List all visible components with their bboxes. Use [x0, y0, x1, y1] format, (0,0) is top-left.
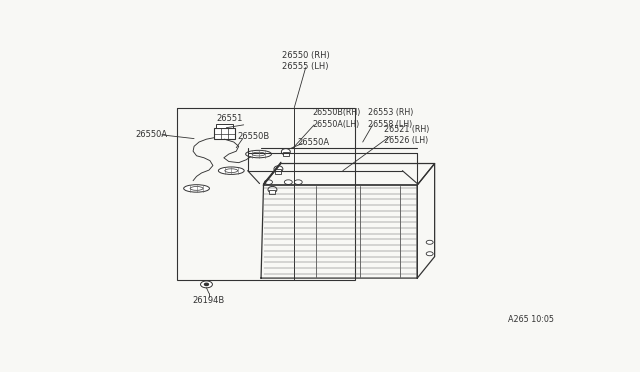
- Circle shape: [426, 252, 433, 256]
- Bar: [214, 128, 235, 139]
- Text: 26550A: 26550A: [136, 130, 168, 140]
- Ellipse shape: [190, 187, 203, 190]
- Text: 26553 (RH)
26558 (LH): 26553 (RH) 26558 (LH): [367, 109, 413, 129]
- Bar: [177, 108, 355, 279]
- Text: 26550A: 26550A: [297, 138, 330, 147]
- Ellipse shape: [274, 166, 283, 172]
- Ellipse shape: [218, 167, 244, 174]
- Ellipse shape: [282, 149, 291, 155]
- Text: 26550B: 26550B: [237, 132, 270, 141]
- Bar: [275, 169, 282, 173]
- Bar: [269, 190, 275, 194]
- Ellipse shape: [252, 152, 265, 156]
- Circle shape: [426, 240, 433, 244]
- Circle shape: [284, 180, 292, 185]
- Circle shape: [205, 283, 209, 286]
- Text: 26194B: 26194B: [193, 296, 225, 305]
- Circle shape: [264, 180, 273, 185]
- Ellipse shape: [225, 169, 237, 173]
- Bar: [216, 124, 233, 128]
- Text: 26521 (RH)
26526 (LH): 26521 (RH) 26526 (LH): [383, 125, 429, 145]
- Text: 26550B(RH)
26550A(LH): 26550B(RH) 26550A(LH): [312, 109, 360, 129]
- Ellipse shape: [246, 150, 271, 158]
- Bar: [283, 152, 289, 156]
- Ellipse shape: [268, 186, 277, 193]
- Text: 26551: 26551: [216, 114, 243, 123]
- Circle shape: [200, 281, 212, 288]
- Text: 26550 (RH)
26555 (LH): 26550 (RH) 26555 (LH): [282, 51, 330, 71]
- Circle shape: [294, 180, 302, 185]
- Text: A265 10:05: A265 10:05: [508, 315, 554, 324]
- Ellipse shape: [184, 185, 209, 192]
